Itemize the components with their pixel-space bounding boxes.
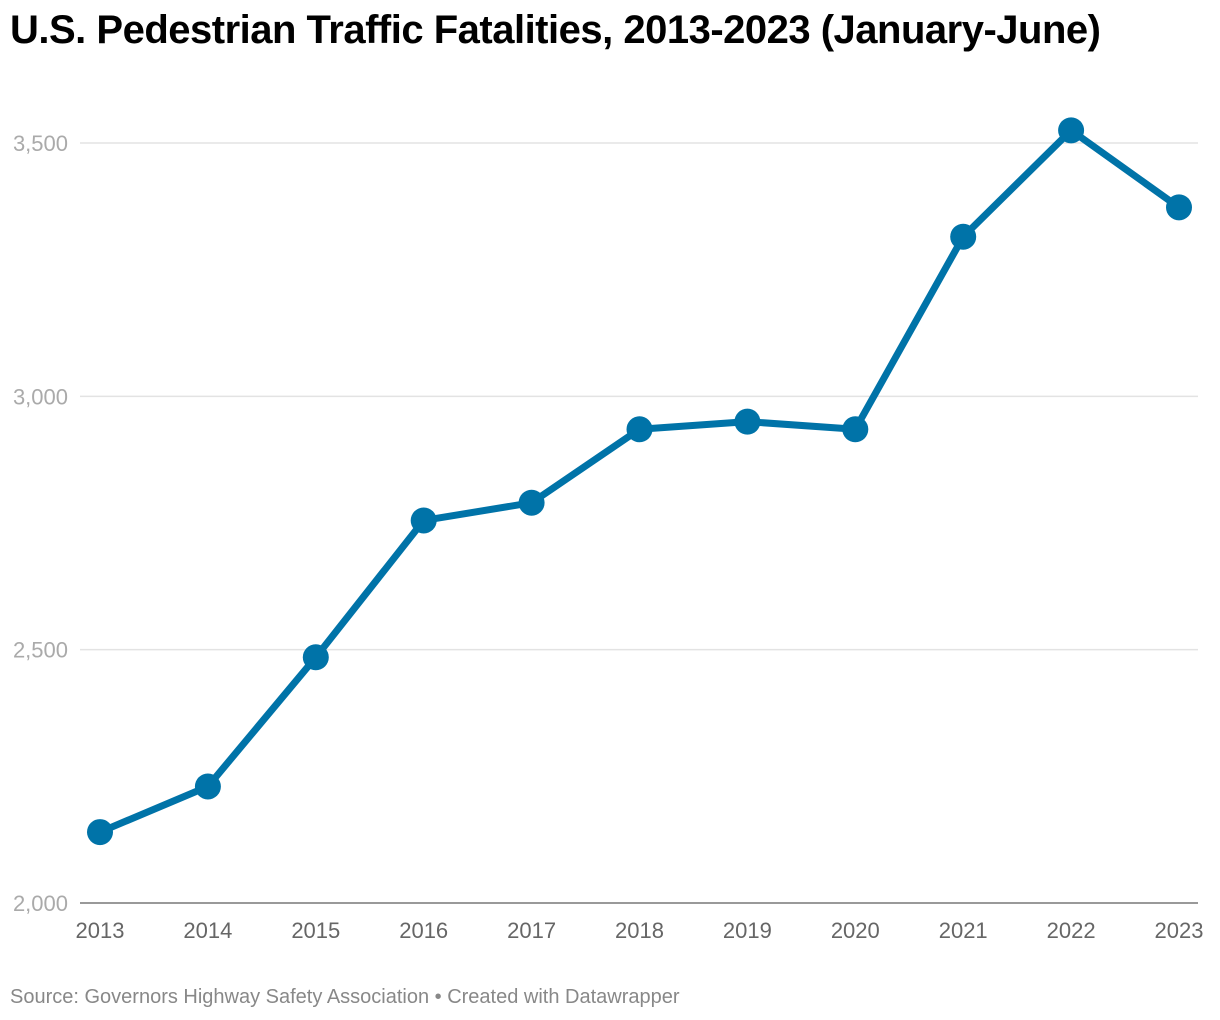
data-point-2023[interactable]: 2023: 3,373: [1166, 194, 1192, 221]
x-tick-label: 2018: [615, 918, 664, 943]
y-tick-label: 3,000: [13, 384, 68, 409]
x-tick-label: 2015: [291, 918, 340, 943]
x-tick-label: 2021: [939, 918, 988, 943]
data-point-2022[interactable]: 2022: 3,525: [1058, 117, 1085, 144]
chart-title: U.S. Pedestrian Traffic Fatalities, 2013…: [10, 8, 1101, 52]
data-point-2018[interactable]: 2018: 2,935: [626, 416, 653, 443]
x-tick-label: 2020: [831, 918, 880, 943]
data-point-2020[interactable]: 2020: 2,935: [842, 416, 869, 443]
series-points: 2013: 2,140 2014: 2,230 2015: 2,485 2016: 2…: [87, 117, 1192, 846]
y-tick-label: 2,500: [13, 638, 68, 663]
data-point-2019[interactable]: 2019: 2,950: [734, 408, 761, 435]
data-point-2017[interactable]: 2017: 2,790: [518, 489, 545, 516]
y-tick-label: 3,500: [13, 131, 68, 156]
source-footer: Source: Governors Highway Safety Associa…: [10, 986, 680, 1008]
data-point-2014[interactable]: 2014: 2,230: [194, 773, 221, 800]
data-point-2013[interactable]: 2013: 2,140: [87, 819, 113, 846]
x-tick-label: 2022: [1047, 918, 1096, 943]
x-tick-label: 2019: [723, 918, 772, 943]
x-tick-label: 2023: [1155, 918, 1204, 943]
series-line: [96, 126, 1183, 836]
data-point-2015[interactable]: 2015: 2,485: [302, 644, 329, 671]
x-tick-label: 2017: [507, 918, 556, 943]
y-tick-label: 2,000: [13, 891, 68, 916]
x-tick-label: 2013: [76, 918, 125, 943]
x-tick-label: 2016: [399, 918, 448, 943]
y-axis-ticks: 2,000 2,500 3,000 3,500: [13, 131, 68, 916]
x-axis-ticks: 2013 2014 2015 2016 2017 2018 2019 2020 2021 2022…: [76, 918, 1204, 943]
x-tick-label: 2014: [183, 918, 232, 943]
data-point-2016[interactable]: 2016: 2,755: [410, 507, 437, 534]
data-point-2021[interactable]: 2021: 3,315: [950, 223, 977, 250]
gridlines: [80, 142, 1198, 904]
series-line-layer: [96, 126, 1183, 836]
